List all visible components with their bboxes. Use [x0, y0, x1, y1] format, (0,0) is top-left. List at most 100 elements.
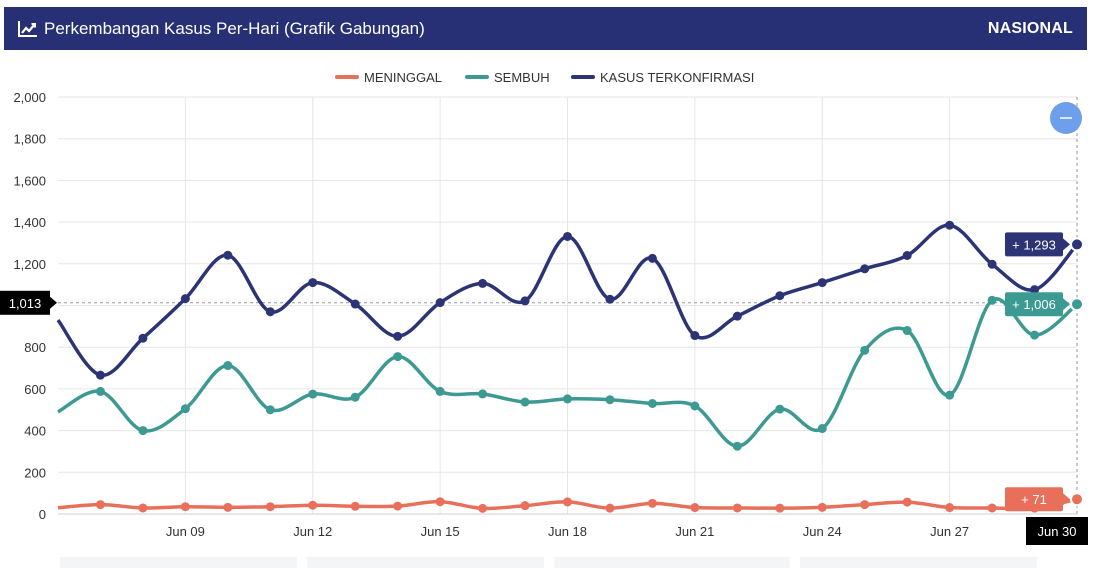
data-point-kasus [350, 299, 360, 309]
data-point-meninggal [350, 501, 360, 511]
data-point-kasus [435, 298, 445, 308]
header-left: Perkembangan Kasus Per-Hari (Grafik Gabu… [18, 19, 425, 39]
data-point-kasus [605, 294, 615, 304]
data-point-meninggal [987, 503, 997, 513]
chart-container: 02004006008001,0001,2001,4001,6001,8002,… [0, 55, 1097, 555]
data-point-meninggal [902, 497, 912, 507]
crosshair-x-label: Jun 30 [1037, 524, 1076, 539]
data-point-sembuh [393, 352, 403, 362]
legend-label-meninggal: MENINGGAL [364, 70, 442, 85]
data-point-meninggal [478, 503, 488, 513]
data-point-meninggal [860, 500, 870, 510]
data-point-sembuh [647, 398, 657, 408]
y-tick-label: 1,800 [13, 132, 46, 147]
x-tick-label: Jun 27 [930, 524, 969, 539]
data-point-meninggal [95, 500, 105, 510]
y-tick-label: 600 [24, 382, 46, 397]
x-tick-label: Jun 24 [803, 524, 842, 539]
chart-title: Perkembangan Kasus Per-Hari (Grafik Gabu… [44, 18, 425, 38]
data-point-sembuh [265, 405, 275, 415]
data-point-kasus [308, 278, 318, 288]
tooltip-pointer-sembuh [1063, 298, 1070, 311]
y-tick-label: 800 [24, 340, 46, 355]
data-point-meninggal [605, 503, 615, 513]
chart-header: Perkembangan Kasus Per-Hari (Grafik Gabu… [4, 7, 1087, 50]
tooltip-pointer-kasus [1063, 238, 1070, 251]
crosshair-y-label-box [0, 290, 50, 315]
data-point-sembuh [563, 394, 572, 404]
data-point-sembuh [435, 386, 445, 396]
data-point-sembuh [180, 404, 190, 414]
bottom-strip [0, 557, 1097, 568]
legend-label-sembuh: SEMBUH [494, 70, 550, 85]
legend-label-kasus: KASUS TERKONFIRMASI [600, 70, 754, 85]
tooltip-text-sembuh: + 1,006 [1012, 297, 1056, 312]
data-point-sembuh [902, 326, 912, 336]
data-point-meninggal [1070, 492, 1084, 507]
y-tick-label: 2,000 [13, 90, 46, 105]
line-chart-icon [18, 20, 37, 37]
data-point-meninggal [775, 503, 785, 513]
y-tick-label: 1,400 [13, 215, 46, 230]
data-point-kasus [987, 259, 997, 269]
y-tick-label: 200 [24, 465, 46, 480]
tooltip-pointer-meninggal [1063, 493, 1070, 506]
data-point-kasus [1070, 237, 1084, 252]
tooltip-box-sembuh [1005, 292, 1063, 317]
data-point-meninggal [945, 503, 955, 513]
data-point-kasus [860, 264, 870, 274]
data-point-kasus [902, 250, 912, 260]
data-point-sembuh [478, 389, 488, 399]
data-point-meninggal [520, 501, 530, 511]
data-point-meninggal [817, 502, 827, 512]
data-point-meninggal [690, 503, 700, 513]
y-tick-label: 0 [39, 507, 46, 522]
data-point-sembuh [95, 386, 105, 396]
data-point-kasus [945, 220, 955, 230]
data-point-sembuh [987, 295, 997, 305]
data-point-meninggal [647, 498, 657, 508]
data-point-kasus [138, 333, 148, 343]
data-point-sembuh [775, 404, 785, 414]
data-point-sembuh [138, 426, 148, 436]
data-point-sembuh [605, 395, 615, 405]
data-point-kasus [393, 331, 403, 341]
data-point-kasus [817, 278, 827, 288]
tooltip-text-meninggal: + 71 [1021, 492, 1047, 507]
data-point-kasus [1030, 285, 1040, 295]
y-tick-label: 1,200 [13, 257, 46, 272]
data-point-kasus [520, 296, 530, 306]
x-tick-label: Jun 15 [421, 524, 460, 539]
crosshair-y-label: 1,013 [9, 296, 42, 311]
data-point-kasus [180, 294, 190, 304]
bottom-strip-segment [553, 557, 791, 568]
crosshair-y-label-pointer [50, 296, 57, 309]
data-point-kasus [690, 331, 700, 341]
data-point-sembuh [945, 390, 955, 400]
data-point-sembuh [690, 401, 700, 411]
x-tick-label: Jun 12 [293, 524, 332, 539]
data-point-sembuh [223, 361, 233, 371]
data-point-kasus [647, 253, 657, 263]
crosshair-x-label-box [1026, 517, 1088, 545]
x-tick-label: Jun 09 [166, 524, 205, 539]
tooltip-box-meninggal [1005, 487, 1063, 512]
data-point-sembuh [350, 392, 360, 402]
combined-line-chart[interactable]: 02004006008001,0001,2001,4001,6001,8002,… [0, 55, 1097, 555]
data-point-meninggal [563, 497, 572, 507]
data-point-sembuh [520, 397, 530, 407]
data-point-kasus [563, 231, 572, 241]
zoom-out-button[interactable] [1050, 102, 1082, 134]
data-point-sembuh [860, 345, 870, 355]
data-point-meninggal [732, 503, 742, 513]
data-point-meninggal [180, 502, 190, 512]
y-tick-label: 1,600 [13, 173, 46, 188]
data-point-kasus [223, 250, 233, 260]
data-point-meninggal [435, 497, 445, 507]
bottom-strip-segment [60, 557, 297, 568]
tooltip-text-kasus: + 1,293 [1012, 237, 1056, 252]
data-point-kasus [265, 307, 275, 317]
data-point-sembuh [308, 389, 318, 399]
data-point-kasus [478, 278, 488, 288]
y-tick-label: 400 [24, 424, 46, 439]
